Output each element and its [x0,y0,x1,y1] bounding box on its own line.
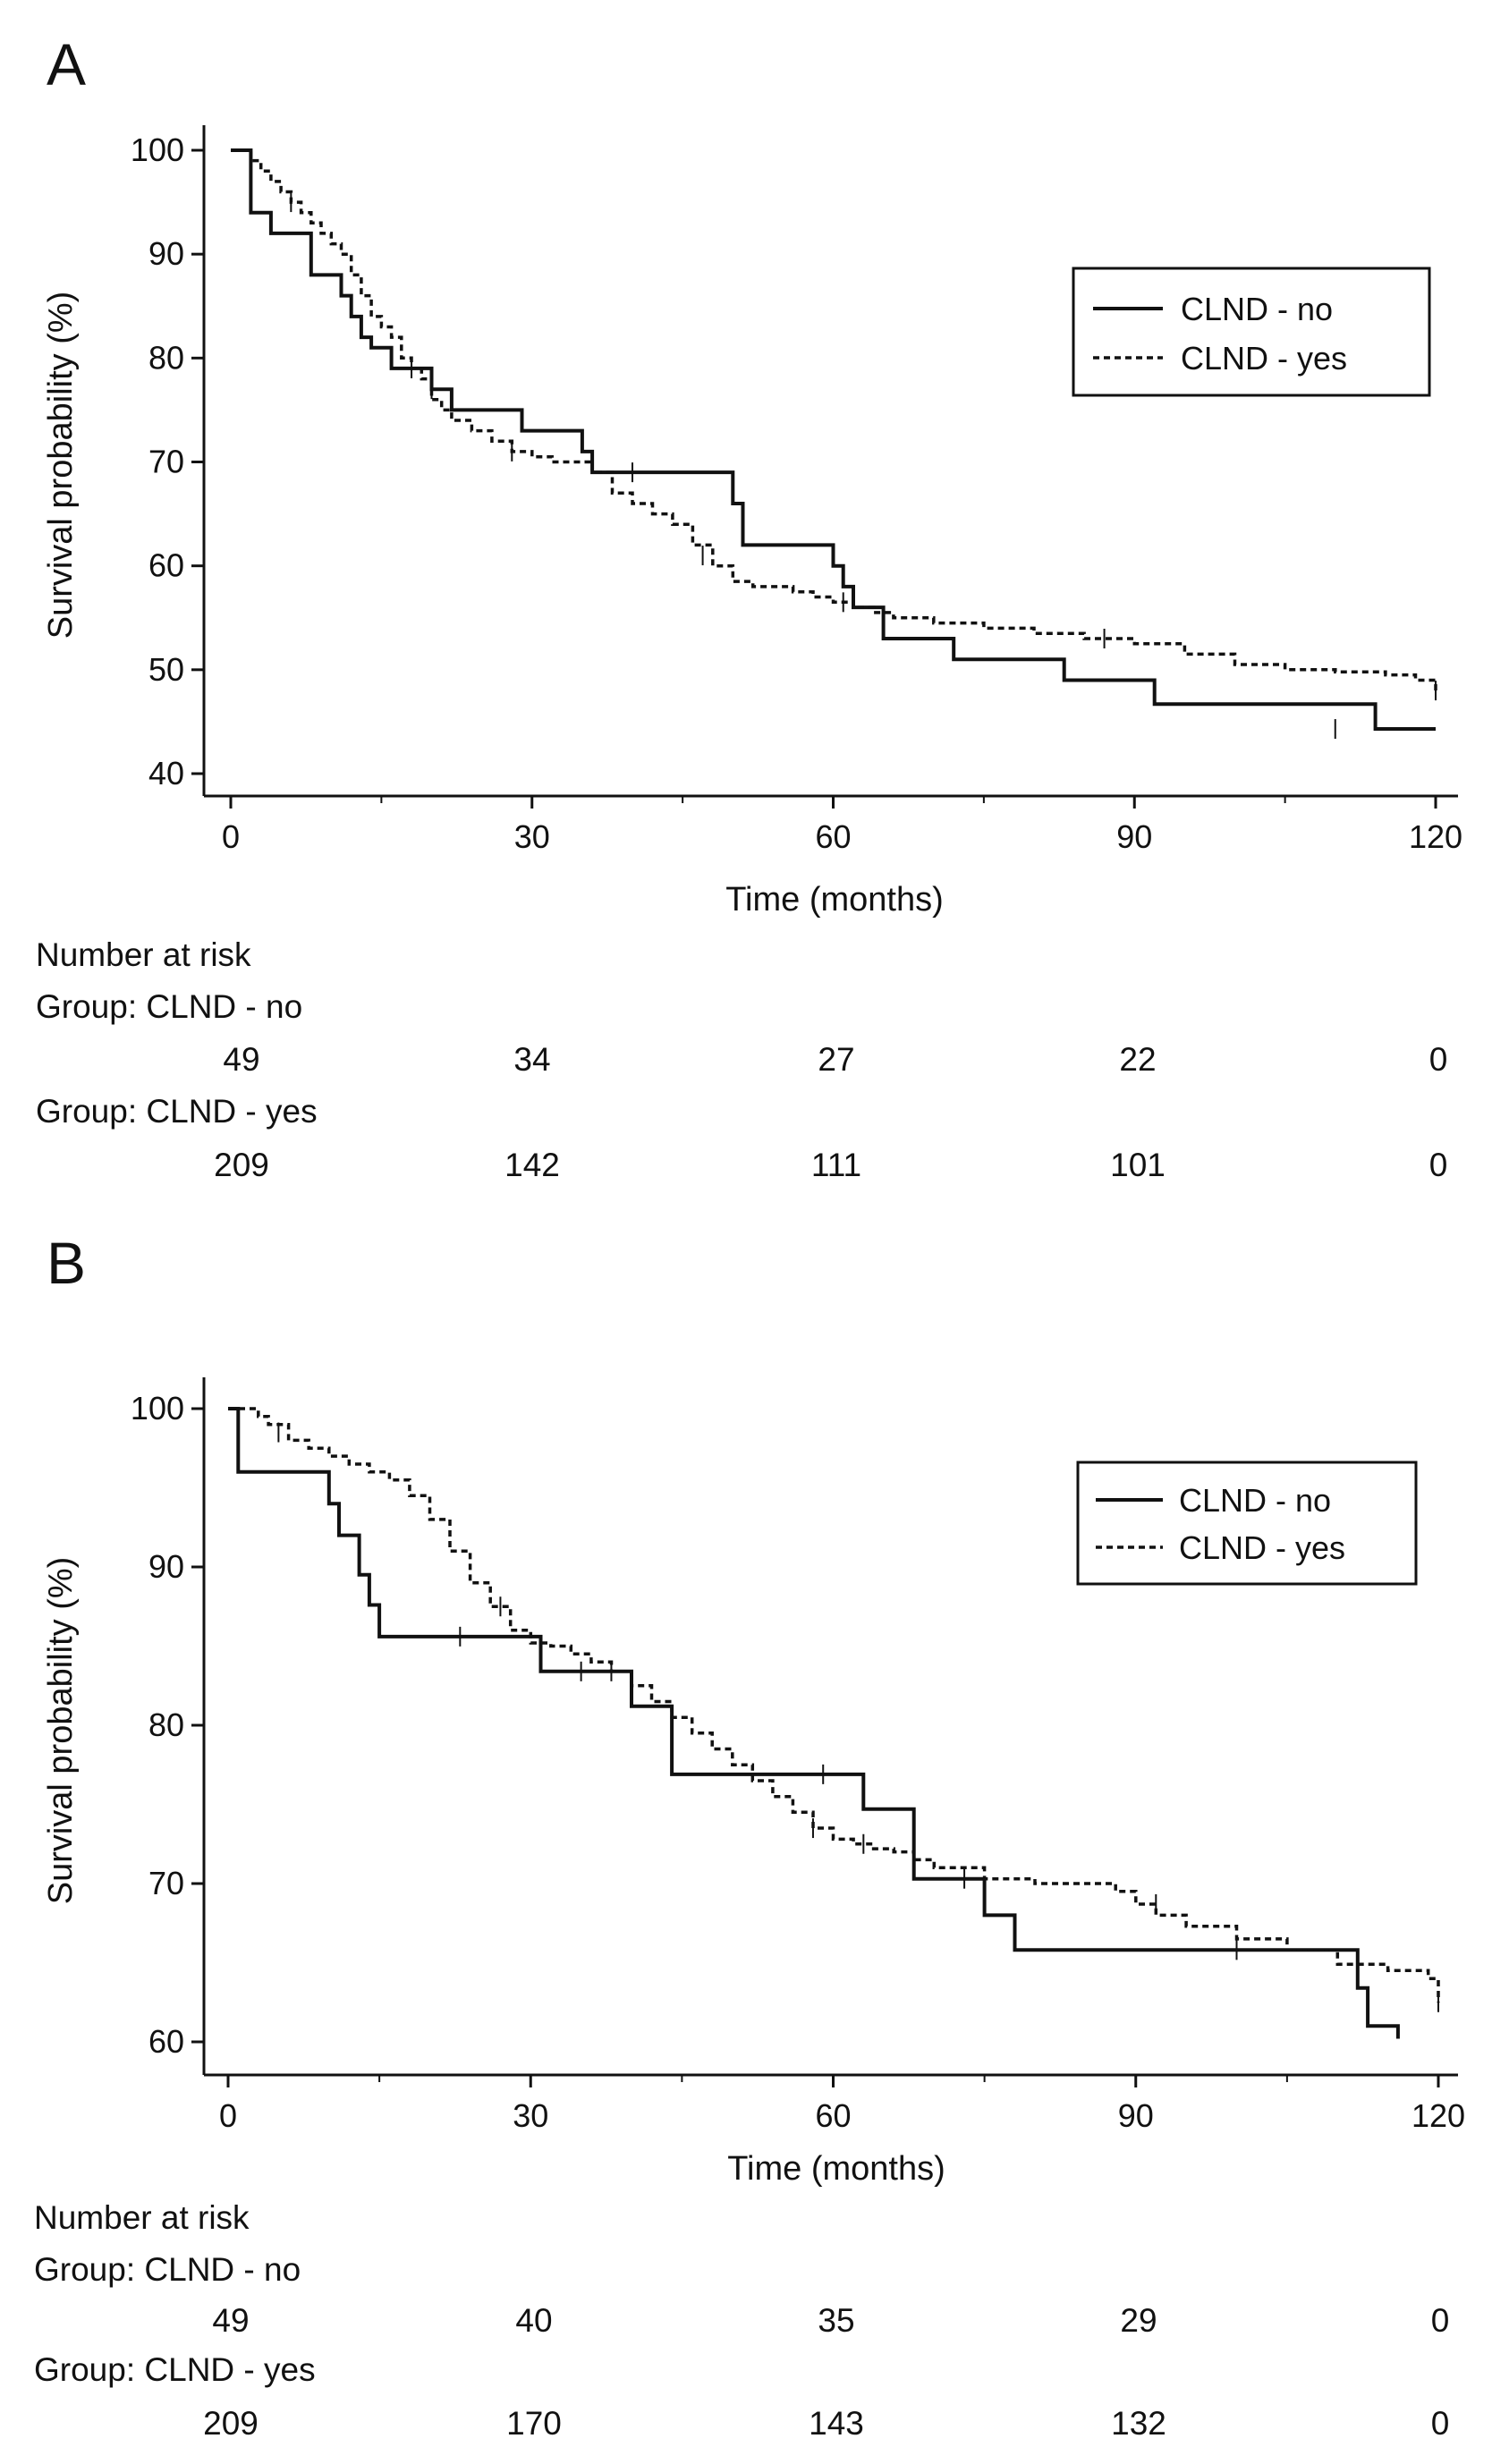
legend-label-yes-a: CLND - yes [1181,340,1347,377]
x-tick-label: 120 [1412,2097,1465,2134]
panel-a: A 40 50 60 70 80 90 100 0 30 60 90 120 CLND - no CL… [36,31,1462,1183]
panel-letter-a: A [47,31,86,97]
x-tick-label: 0 [219,2097,237,2134]
series-line-clnd-no-a [231,148,1436,731]
risk-count: 49 [212,2302,249,2339]
risk-count: 27 [818,1041,854,1078]
risk-count: 209 [203,2405,259,2442]
y-tick-label: 50 [148,651,184,688]
risk-count: 35 [818,2302,854,2339]
risk-table-a: Number at risk Group: CLND - no 49 34 27… [36,936,1447,1183]
x-tick-label: 90 [1118,2097,1154,2134]
risk-count: 143 [809,2405,864,2442]
x-tick-label: 60 [815,2097,851,2134]
risk-count: 0 [1429,1147,1448,1183]
series-line-clnd-yes-b [228,1407,1440,2003]
risk-count: 111 [811,1147,861,1183]
plot-b: 60 70 80 90 100 0 30 60 90 120 [131,1377,1465,2134]
legend-label-no-b: CLND - no [1179,1482,1331,1519]
risk-count: 22 [1119,1041,1156,1078]
y-tick-label: 70 [148,1865,184,1901]
y-tick-label: 70 [148,444,184,480]
risk-count: 101 [1110,1147,1166,1183]
risk-table-title-a: Number at risk [36,936,251,973]
risk-count: 34 [513,1041,550,1078]
risk-count: 0 [1431,2405,1450,2442]
x-axis-title-b: Time (months) [727,2150,945,2188]
risk-count: 209 [214,1147,269,1183]
y-tick-label: 60 [148,2023,184,2060]
legend-b: CLND - no CLND - yes [1076,1461,1418,1586]
risk-group-label-yes-b: Group: CLND - yes [34,2351,316,2388]
panel-letter-b: B [47,1230,86,1296]
y-tick-label: 60 [148,547,184,584]
y-axis-title-b: Survival probability (%) [42,1557,80,1905]
plot-a: 40 50 60 70 80 90 100 0 30 60 90 120 [131,125,1462,855]
legend-box-a [1072,267,1431,397]
panel-b: B 60 70 80 90 100 0 30 60 90 120 CLND - no CLND -… [34,1230,1465,2442]
legend-label-yes-b: CLND - yes [1179,1529,1345,1566]
y-axis-title-a: Survival probability (%) [42,292,80,639]
x-tick-label: 30 [513,2097,548,2134]
risk-count: 0 [1431,2302,1450,2339]
y-tick-label: 40 [148,755,184,792]
y-tick-label: 90 [148,1548,184,1585]
x-tick-label: 120 [1409,818,1462,855]
x-tick-label: 30 [514,818,550,855]
risk-table-title-b: Number at risk [34,2199,250,2236]
risk-count: 29 [1120,2302,1157,2339]
risk-count: 132 [1111,2405,1166,2442]
risk-count: 40 [515,2302,552,2339]
risk-table-b: Number at risk Group: CLND - no 49 40 35… [34,2199,1449,2442]
x-tick-label: 0 [222,818,240,855]
legend-a: CLND - no CLND - yes [1072,267,1431,397]
series-line-clnd-yes-a [231,148,1437,691]
y-tick-label: 80 [148,1706,184,1743]
risk-group-label-no-b: Group: CLND - no [34,2251,301,2288]
risk-count: 170 [506,2405,562,2442]
y-tick-label: 100 [131,1390,184,1427]
x-axis-title-a: Time (months) [725,881,944,919]
risk-group-label-yes-a: Group: CLND - yes [36,1093,318,1130]
legend-label-no-a: CLND - no [1181,291,1333,327]
x-tick-label: 60 [815,818,851,855]
y-tick-label: 80 [148,339,184,376]
risk-count: 0 [1429,1041,1448,1078]
x-tick-label: 90 [1116,818,1152,855]
risk-count: 142 [504,1147,560,1183]
risk-count: 49 [223,1041,259,1078]
series-line-clnd-no-b [228,1407,1400,2039]
legend-box-b [1076,1461,1418,1586]
y-tick-label: 100 [131,131,184,168]
y-tick-label: 90 [148,235,184,272]
risk-group-label-no-a: Group: CLND - no [36,988,302,1025]
